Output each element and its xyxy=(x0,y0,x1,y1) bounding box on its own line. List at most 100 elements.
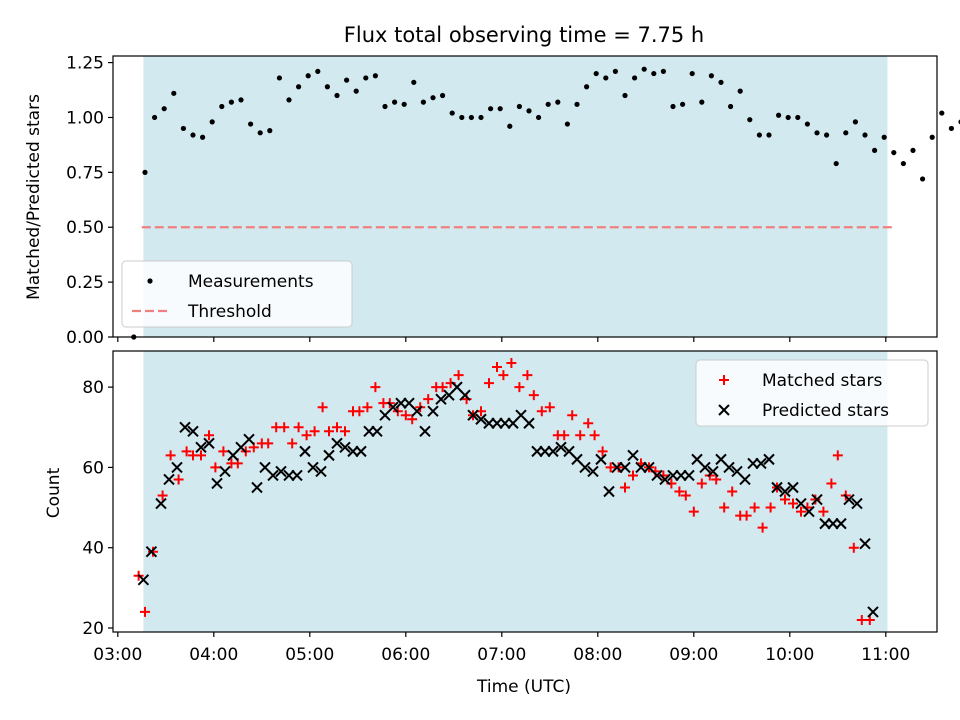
measurement-point xyxy=(728,103,734,110)
matched-star-point xyxy=(620,482,630,493)
predicted-star-point xyxy=(763,453,775,466)
predicted-star-point xyxy=(547,445,559,458)
predicted-star-point xyxy=(587,465,599,478)
measurement-point xyxy=(507,123,513,129)
predicted-star-point xyxy=(459,389,471,401)
matched-star-point xyxy=(196,450,206,461)
legend-box xyxy=(121,260,353,328)
matched-star-point xyxy=(559,430,570,441)
matched-star-point xyxy=(354,406,365,417)
matched-star-point xyxy=(832,450,843,461)
measurement-point xyxy=(651,70,657,77)
measurement-point xyxy=(929,134,935,140)
predicted-star-point xyxy=(579,461,591,474)
matched-star-point xyxy=(293,422,304,433)
measurement-point xyxy=(718,79,724,85)
legend-label: Matched stars xyxy=(762,371,882,391)
predicted-star-point xyxy=(203,437,215,450)
y-tick-label: 20 xyxy=(82,619,104,639)
measurement-point xyxy=(632,75,638,81)
measurement-point xyxy=(852,119,859,125)
measurement-point xyxy=(315,68,321,74)
measurement-point xyxy=(862,132,868,138)
x-tick-label: 10:00 xyxy=(765,645,814,665)
predicted-star-point xyxy=(779,485,791,498)
matched-star-point xyxy=(674,486,685,497)
predicted-star-point xyxy=(523,417,535,429)
predicted-star-point xyxy=(137,574,150,586)
matched-star-point xyxy=(818,506,829,517)
matched-star-point xyxy=(522,370,533,381)
measurement-point xyxy=(142,169,148,175)
predicted-star-point xyxy=(683,469,695,482)
matched-star-point xyxy=(279,422,290,433)
matched-star-point xyxy=(210,462,221,473)
matched-star-point xyxy=(204,430,214,441)
matched-star-point xyxy=(613,462,624,473)
matched-star-point xyxy=(317,402,328,413)
matched-star-point xyxy=(309,426,320,437)
predicted-star-point xyxy=(267,469,279,482)
measurement-point xyxy=(900,160,907,167)
measurement-point xyxy=(747,117,753,123)
matched-star-point xyxy=(157,490,168,501)
predicted-star-point xyxy=(659,473,671,486)
measurement-point xyxy=(574,101,580,107)
matched-star-point xyxy=(544,402,555,413)
predicted-star-point xyxy=(803,505,815,518)
measurement-point xyxy=(776,112,782,118)
plot-frame xyxy=(112,350,938,633)
legend-label: Predicted stars xyxy=(762,401,889,421)
measurement-point xyxy=(612,68,619,74)
predicted-star-point xyxy=(419,425,431,437)
matched-star-point xyxy=(453,370,464,381)
bottom-y-axis-label: Count xyxy=(44,467,64,518)
predicted-star-point xyxy=(555,441,567,454)
predicted-star-point xyxy=(145,546,158,558)
measurement-point xyxy=(420,99,426,105)
measurement-point xyxy=(344,77,350,83)
matched-star-point xyxy=(218,446,229,457)
predicted-star-point xyxy=(371,425,383,437)
measurement-point xyxy=(248,121,254,127)
measurement-point xyxy=(257,130,263,136)
predicted-star-point xyxy=(811,493,823,506)
matched-star-point xyxy=(506,358,517,369)
matched-star-point xyxy=(287,438,298,449)
measurement-point xyxy=(392,99,398,105)
predicted-star-point xyxy=(699,461,711,474)
measurement-point xyxy=(152,114,158,121)
matched-star-point xyxy=(589,430,600,441)
matched-star-point xyxy=(719,502,730,513)
measurement-point xyxy=(161,106,167,112)
matched-star-point xyxy=(575,430,586,441)
matched-star-point xyxy=(484,378,494,389)
legend: Measurements Threshold xyxy=(121,260,353,328)
matched-star-point xyxy=(780,494,790,505)
predicted-star-point xyxy=(171,461,183,474)
predicted-star-point xyxy=(195,441,207,454)
predicted-star-point xyxy=(867,606,879,618)
chart-title: Flux total observing time = 7.75 h xyxy=(344,23,704,47)
matched-star-point xyxy=(340,426,350,437)
y-tick-label: 40 xyxy=(82,539,104,559)
bottom-panel: 20 40 60 80 03:00 04:00 05:00 06:00 07:00 08:00 09… xyxy=(82,350,938,665)
predicted-star-point xyxy=(299,445,311,458)
x-axis-label: Time (UTC) xyxy=(476,677,571,697)
legend-marker xyxy=(147,278,153,284)
matched-star-point xyxy=(741,510,752,521)
measurement-point xyxy=(910,147,916,153)
measurement-point xyxy=(267,128,273,134)
measurement-point xyxy=(920,176,926,182)
predicted-star-point xyxy=(307,461,319,474)
measurement-point xyxy=(891,149,897,156)
measurement-point xyxy=(516,103,523,110)
predicted-star-point xyxy=(339,441,351,454)
y-tick-label: 0.75 xyxy=(66,163,104,183)
measurement-point xyxy=(737,88,743,94)
matched-star-point xyxy=(301,430,312,441)
y-tick-label: 0.50 xyxy=(66,218,104,238)
predicted-star-point xyxy=(843,493,855,506)
matched-star-point xyxy=(727,486,738,497)
matched-star-point xyxy=(628,470,638,481)
